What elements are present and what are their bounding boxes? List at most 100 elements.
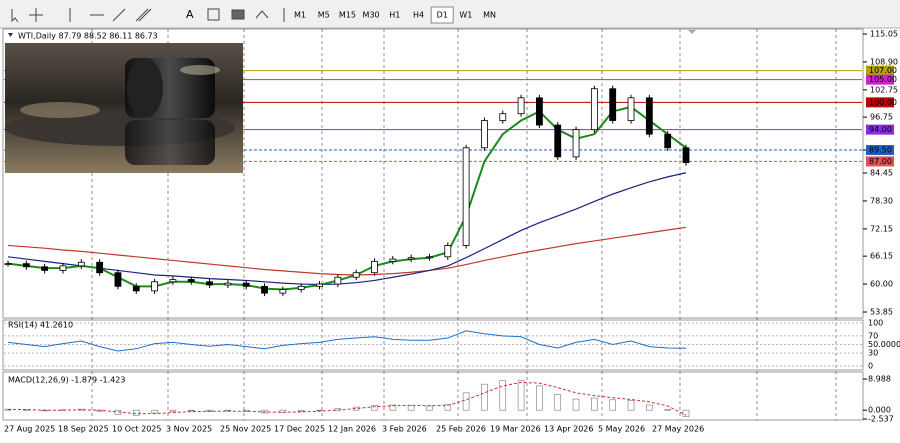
rsi-tick-label: 30	[868, 349, 878, 358]
macd-bar	[297, 409, 305, 412]
macd-bar	[132, 409, 140, 416]
price-level-box	[866, 145, 894, 156]
candle	[261, 285, 268, 294]
candle	[334, 276, 342, 285]
candle	[224, 282, 232, 286]
macd-bar	[242, 409, 250, 412]
timeframe-button[interactable]: H1	[389, 11, 400, 20]
candle	[462, 147, 470, 246]
candle	[151, 281, 158, 292]
candle	[590, 88, 598, 131]
macd-bar	[682, 409, 690, 418]
macd-pane	[2, 371, 864, 421]
macd-bar	[646, 404, 653, 411]
macd-tick-label: -2.537	[868, 415, 894, 424]
candle	[481, 120, 488, 149]
candle	[426, 256, 433, 259]
rsi-tick-label: 0	[868, 362, 873, 371]
price-level-box	[866, 74, 894, 85]
macd-bar	[627, 400, 635, 411]
price-tick-label: 108.90	[870, 57, 898, 66]
price-level-label: 87.00	[869, 157, 892, 166]
timeframe-button[interactable]: M5	[318, 11, 330, 20]
timeframe-active	[430, 6, 454, 24]
news-image	[5, 43, 243, 173]
price-level-box	[866, 124, 894, 135]
candle	[499, 113, 507, 121]
macd-bar	[316, 409, 323, 411]
macd-bar	[169, 409, 177, 412]
date-label: 3 Feb 2026	[382, 425, 427, 434]
candle	[187, 279, 195, 283]
macd-title: MACD(12,26,9) -1.879 -1.423	[8, 376, 125, 385]
candle	[627, 97, 635, 121]
macd-bar	[517, 380, 525, 411]
macd-bar	[499, 380, 507, 411]
candle	[682, 147, 690, 164]
candle	[664, 133, 672, 149]
candle	[77, 261, 85, 267]
candle	[609, 88, 617, 121]
candle	[389, 258, 397, 262]
macd-bar	[591, 397, 598, 411]
date-label: 12 Jan 2026	[328, 425, 376, 434]
moving-average	[7, 226, 687, 276]
date-label: 5 May 2026	[598, 425, 645, 434]
moving-average	[7, 172, 687, 286]
price-level-label: 107.00	[869, 66, 897, 75]
candle	[242, 282, 250, 287]
candle	[279, 289, 287, 294]
candle	[114, 272, 122, 287]
price-tick-label: 115.05	[870, 30, 898, 39]
svg-text:A: A	[186, 8, 194, 21]
candle	[572, 129, 580, 158]
candle	[517, 97, 525, 115]
timeframes: M1 M5 M15 M30 H1 H4 D1 W1 MN	[294, 6, 496, 24]
macd-bar	[462, 392, 470, 411]
candle	[297, 285, 305, 290]
macd-bar	[407, 405, 415, 411]
date-label: 18 Sep 2025	[58, 425, 109, 434]
date-label: 27 May 2026	[652, 425, 704, 434]
macd-tick-label: 8.988	[868, 375, 891, 384]
price-level-label: 94.00	[869, 125, 892, 134]
date-label: 25 Feb 2026	[436, 425, 486, 434]
timeframe-button[interactable]: H4	[413, 11, 424, 20]
candle	[132, 285, 140, 292]
timeframe-button[interactable]: M1	[294, 11, 306, 20]
rsi-tick-label: 50.0000	[868, 340, 900, 349]
macd-bar	[536, 385, 543, 411]
candle	[407, 257, 415, 260]
candle	[554, 124, 562, 158]
macd-bar	[426, 405, 433, 411]
rsi-line	[7, 330, 687, 352]
timeframe-button[interactable]: MN	[483, 11, 496, 20]
price-tick-label: 84.45	[870, 169, 893, 178]
macd-signal	[8, 381, 687, 416]
macd-bar	[444, 404, 452, 411]
rsi-tick-label: 70	[868, 331, 878, 340]
candle	[352, 272, 360, 278]
macd-bar	[389, 404, 397, 411]
price-tick-label: 102.75	[870, 85, 898, 94]
timeframe-button[interactable]: D1	[437, 11, 448, 20]
macd-bar	[151, 409, 158, 414]
price-level-label: 105.00	[869, 75, 897, 84]
candle	[371, 260, 378, 274]
macd-tick-label: 0.000	[868, 406, 891, 415]
candle	[206, 281, 213, 286]
timeframe-button[interactable]: W1	[459, 11, 472, 20]
price-tick-label: 72.15	[870, 224, 893, 233]
price-tick-label: 66.15	[870, 252, 893, 261]
macd-bar	[554, 394, 562, 411]
candle	[316, 283, 323, 287]
candle	[96, 261, 104, 274]
date-label: 19 Mar 2026	[490, 425, 541, 434]
candle	[4, 263, 12, 266]
date-label: 3 Nov 2025	[166, 425, 212, 434]
timeframe-button[interactable]: M15	[339, 11, 356, 20]
timeframe-button[interactable]: M30	[363, 11, 380, 20]
candle	[536, 97, 543, 126]
tool-icons[interactable]: A	[11, 8, 285, 23]
